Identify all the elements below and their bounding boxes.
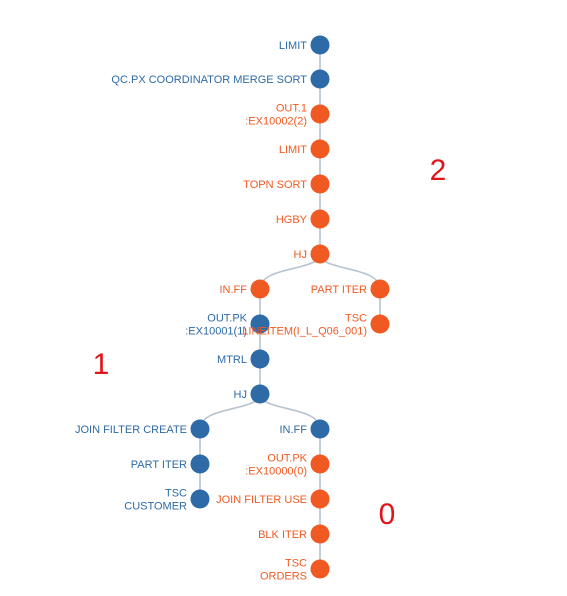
node-label: LIMIT bbox=[279, 144, 307, 156]
node-label: TSC bbox=[285, 558, 307, 570]
node-label: PART ITER bbox=[131, 459, 187, 471]
dfo-group-number: 1 bbox=[93, 348, 110, 381]
plan-node[interactable]: HJ bbox=[234, 384, 270, 404]
node-label: OUT.1 bbox=[276, 103, 307, 115]
node-circle[interactable] bbox=[310, 489, 330, 509]
node-label: TSC bbox=[345, 313, 367, 325]
plan-node[interactable]: BLK ITER bbox=[258, 524, 330, 544]
plan-node[interactable]: PART ITER bbox=[311, 279, 390, 299]
node-circle[interactable] bbox=[250, 279, 270, 299]
group-label-layer: 2 1 0 bbox=[93, 154, 447, 531]
node-label: HGBY bbox=[276, 214, 308, 226]
plan-node[interactable]: LIMIT bbox=[279, 35, 330, 55]
node-label: OUT.PK bbox=[207, 313, 247, 325]
node-label: OUT.PK bbox=[267, 453, 307, 465]
dfo-group-number: 0 bbox=[379, 498, 396, 531]
node-circle[interactable] bbox=[310, 104, 330, 124]
node-label: LIMIT bbox=[279, 40, 307, 52]
node-label: IN.FF bbox=[280, 424, 308, 436]
node-label: HJ bbox=[294, 249, 307, 261]
plan-node[interactable]: LIMIT bbox=[279, 139, 330, 159]
node-label: :EX10000(0) bbox=[245, 466, 307, 478]
node-circle[interactable] bbox=[250, 384, 270, 404]
node-circle[interactable] bbox=[250, 314, 270, 334]
node-circle[interactable] bbox=[310, 69, 330, 89]
node-circle[interactable] bbox=[310, 244, 330, 264]
node-circle[interactable] bbox=[310, 454, 330, 474]
node-label: JOIN FILTER CREATE bbox=[75, 424, 187, 436]
node-label: PART ITER bbox=[311, 284, 367, 296]
plan-node[interactable]: HGBY bbox=[276, 209, 330, 229]
node-circle[interactable] bbox=[310, 174, 330, 194]
plan-node[interactable]: OUT.1:EX10002(2) bbox=[245, 103, 330, 128]
node-circle[interactable] bbox=[370, 314, 390, 334]
node-circle[interactable] bbox=[190, 454, 210, 474]
edge-n13-n14 bbox=[199, 393, 261, 430]
node-circle[interactable] bbox=[310, 35, 330, 55]
plan-node[interactable]: PART ITER bbox=[131, 454, 210, 474]
node-label: QC.PX COORDINATOR MERGE SORT bbox=[111, 74, 307, 86]
plan-node[interactable]: MTRL bbox=[217, 349, 270, 369]
node-circle[interactable] bbox=[310, 209, 330, 229]
dfo-group-number: 2 bbox=[430, 154, 447, 187]
node-circle[interactable] bbox=[370, 279, 390, 299]
node-label: IN.FF bbox=[220, 284, 248, 296]
plan-node[interactable]: JOIN FILTER USE bbox=[216, 489, 330, 509]
node-label: ORDERS bbox=[260, 571, 307, 583]
node-circle[interactable] bbox=[190, 419, 210, 439]
node-circle[interactable] bbox=[310, 139, 330, 159]
node-label: :EX10001(1) bbox=[185, 326, 247, 338]
plan-node[interactable]: QC.PX COORDINATOR MERGE SORT bbox=[111, 69, 330, 89]
plan-node[interactable]: HJ bbox=[294, 244, 330, 264]
node-label: MTRL bbox=[217, 354, 247, 366]
plan-node[interactable]: IN.FF bbox=[280, 419, 330, 439]
node-label: TOPN SORT bbox=[243, 179, 307, 191]
node-label: LINEITEM(I_L_Q06_001) bbox=[242, 326, 367, 338]
plan-node[interactable]: JOIN FILTER CREATE bbox=[75, 419, 210, 439]
node-label: JOIN FILTER USE bbox=[216, 494, 307, 506]
node-label: CUSTOMER bbox=[124, 501, 187, 513]
node-circle[interactable] bbox=[310, 524, 330, 544]
plan-node[interactable]: IN.FF bbox=[220, 279, 270, 299]
node-label: TSC bbox=[165, 488, 187, 500]
node-circle[interactable] bbox=[250, 349, 270, 369]
plan-node[interactable]: OUT.PK:EX10000(0) bbox=[245, 453, 330, 478]
plan-node[interactable]: TOPN SORT bbox=[243, 174, 330, 194]
node-label: BLK ITER bbox=[258, 529, 307, 541]
node-label: :EX10002(2) bbox=[245, 116, 307, 128]
plan-node[interactable]: OUT.PK:EX10001(1) bbox=[185, 313, 270, 338]
node-circle[interactable] bbox=[310, 419, 330, 439]
node-circle[interactable] bbox=[310, 559, 330, 579]
node-label: HJ bbox=[234, 389, 247, 401]
node-circle[interactable] bbox=[190, 489, 210, 509]
